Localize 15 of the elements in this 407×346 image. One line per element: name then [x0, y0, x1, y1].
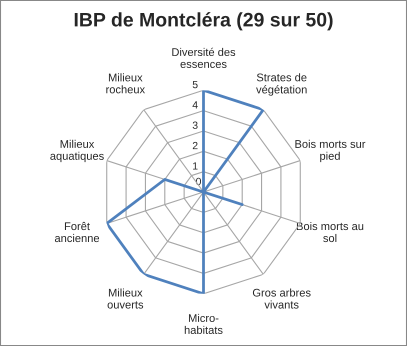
spoke-label: Micro- habitats: [184, 314, 223, 334]
spoke-label: Forêt ancienne: [54, 222, 100, 242]
spoke-label: Milieux rocheux: [106, 73, 145, 94]
spoke-label: Gros arbres vivants: [252, 288, 311, 309]
y-tick-label: 5: [192, 80, 198, 88]
y-tick-label: 2: [192, 142, 198, 150]
y-tick-label: 1: [193, 162, 198, 170]
y-tick-label: 4: [192, 101, 198, 108]
spoke-label: Bois morts sur pied: [295, 140, 366, 162]
y-tick-label: 3: [192, 122, 198, 129]
spoke-label: Milieux aquatiques: [50, 140, 104, 162]
spoke-label: Milieux ouverts: [108, 288, 144, 309]
spoke-label: Diversité des essences: [172, 48, 236, 68]
chart-title: IBP de Montcléra (29 sur 50): [74, 12, 333, 30]
spoke-label: Strates de végétation: [256, 73, 307, 96]
